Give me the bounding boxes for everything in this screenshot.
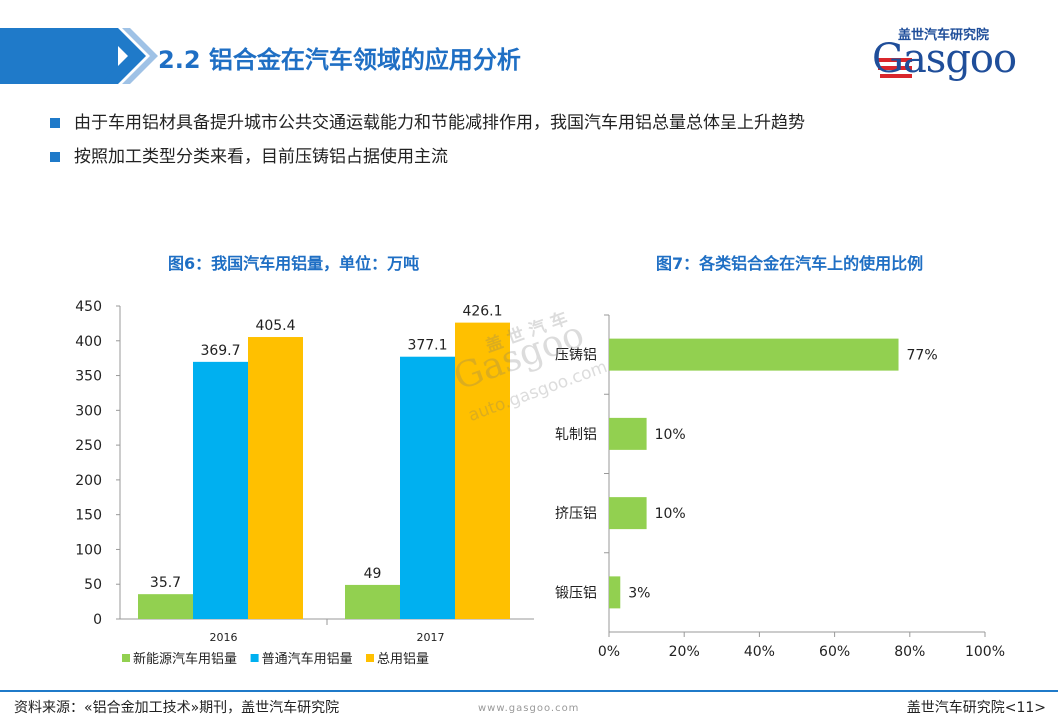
header-chevron-decoration xyxy=(100,28,158,84)
bullet-square-icon xyxy=(50,152,60,162)
y-category-label: 挤压铝 xyxy=(555,506,597,522)
bar-2 xyxy=(609,497,647,530)
data-label: 10% xyxy=(655,506,686,522)
bullet-square-icon xyxy=(50,118,60,128)
x-tick-label: 80% xyxy=(894,644,925,660)
y-tick-label: 250 xyxy=(75,438,102,454)
bar-2-1 xyxy=(455,322,510,619)
data-label: 10% xyxy=(655,427,686,443)
bullet-text: 由于车用铝材具备提升城市公共交通运载能力和节能减排作用，我国汽车用铝总量总体呈上… xyxy=(74,113,805,133)
data-label: 369.7 xyxy=(200,343,240,359)
gasgoo-logo: 盖世汽车研究院 Gasgoo xyxy=(872,24,1042,84)
x-tick-label: 20% xyxy=(669,644,700,660)
y-category-label: 轧制铝 xyxy=(555,427,597,443)
y-category-label: 压铸铝 xyxy=(555,348,597,364)
data-label: 3% xyxy=(628,585,650,601)
legend-swatch xyxy=(250,654,259,662)
y-tick-label: 150 xyxy=(75,508,102,524)
bullet-text: 按照加工类型分类来看，目前压铸铝占据使用主流 xyxy=(74,147,448,167)
y-tick-label: 450 xyxy=(75,299,102,315)
chart7-alloy-share: 0% 20% 40% 60% 80% 100% 压铸铝 77% 轧制铝 10% 挤压铝 10% 锻压铝 3… xyxy=(555,314,1005,660)
y-tick-label: 200 xyxy=(75,473,102,489)
x-tick-label: 40% xyxy=(744,644,775,660)
chart6-title: 图6：我国汽车用铝量，单位：万吨 xyxy=(168,254,420,273)
data-label: 49 xyxy=(364,566,382,582)
x-tick-label: 2016 xyxy=(210,631,238,644)
chart6-aluminum-usage: 0 50 100 150 200 250 300 350 400 450 35.7 369.7 405.… xyxy=(75,299,534,667)
data-label: 377.1 xyxy=(407,338,447,354)
footer-source: 资料来源：«铝合金加工技术»期刊，盖世汽车研究院 xyxy=(14,700,340,716)
bullet-item: 按照加工类型分类来看，目前压铸铝占据使用主流 xyxy=(48,146,805,180)
y-tick-label: 0 xyxy=(93,612,102,628)
bar-1-1 xyxy=(400,356,455,619)
x-tick-label: 2017 xyxy=(417,631,445,644)
page-title: 2.2 铝合金在汽车领域的应用分析 xyxy=(158,46,521,74)
footer-website: www.gasgoo.com xyxy=(478,703,580,714)
bullet-item: 由于车用铝材具备提升城市公共交通运载能力和节能减排作用，我国汽车用铝总量总体呈上… xyxy=(48,112,805,146)
legend-label: 新能源汽车用铝量 xyxy=(133,651,237,667)
data-label: 35.7 xyxy=(150,575,181,591)
data-label: 77% xyxy=(907,348,938,364)
logo-chinese-text: 盖世汽车研究院 xyxy=(898,28,990,43)
y-category-label: 锻压铝 xyxy=(555,585,597,601)
bar-0-0 xyxy=(138,594,193,619)
logo-stripes-icon xyxy=(876,58,912,78)
x-tick-label: 60% xyxy=(819,644,850,660)
logo-wordmark: Gasgoo xyxy=(872,36,1017,82)
y-tick-label: 400 xyxy=(75,334,102,350)
y-tick-label: 350 xyxy=(75,369,102,385)
bar-1 xyxy=(609,417,647,450)
legend-swatch xyxy=(122,654,130,662)
bullet-list: 由于车用铝材具备提升城市公共交通运载能力和节能减排作用，我国汽车用铝总量总体呈上… xyxy=(48,112,805,180)
y-tick-label: 50 xyxy=(84,577,102,593)
bar-3 xyxy=(609,576,621,609)
footer-page-number: 盖世汽车研究院<11> xyxy=(906,700,1046,716)
x-tick-label: 0% xyxy=(598,644,620,660)
bar-2-0 xyxy=(248,337,303,619)
legend-label: 普通汽车用铝量 xyxy=(262,651,353,667)
data-label: 405.4 xyxy=(255,318,295,334)
y-tick-label: 100 xyxy=(75,542,102,558)
chart7-title: 图7：各类铝合金在汽车上的使用比例 xyxy=(656,254,924,273)
legend-label: 总用铝量 xyxy=(377,652,429,667)
bar-0 xyxy=(609,338,899,371)
bar-1-0 xyxy=(193,361,248,619)
header-accent-bar xyxy=(0,28,118,84)
y-tick-label: 300 xyxy=(75,403,102,419)
legend-swatch xyxy=(366,654,374,662)
data-label: 426.1 xyxy=(462,304,502,320)
x-tick-label: 100% xyxy=(965,644,1005,660)
bar-0-1 xyxy=(345,584,400,619)
footer-divider xyxy=(0,690,1058,692)
